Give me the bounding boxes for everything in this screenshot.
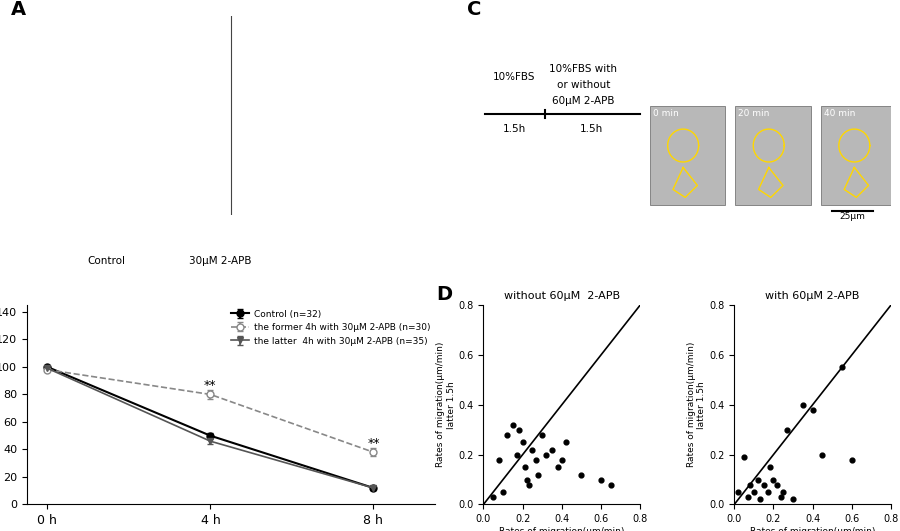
Point (526, 446, 540, 454)
Point (539, 450, 554, 459)
Point (760, 488, 775, 496)
Point (786, 495, 800, 504)
Bar (735, 106, 811, 205)
Text: 25μm: 25μm (840, 212, 865, 221)
Text: 60μM 2-APB: 60μM 2-APB (552, 96, 615, 106)
Text: 10%FBS: 10%FBS (493, 72, 536, 82)
Text: C: C (467, 0, 482, 19)
Text: A: A (11, 0, 26, 19)
Point (844, 456, 859, 464)
Bar (650, 106, 724, 205)
Text: 0 min: 0 min (652, 109, 679, 118)
Point (737, 453, 751, 461)
Point (529, 456, 544, 464)
Point (535, 431, 549, 439)
Point (806, 406, 820, 414)
Point (747, 488, 761, 496)
Point (780, 425, 795, 434)
Point (752, 495, 767, 504)
Point (796, 400, 810, 409)
Text: 40 min: 40 min (824, 109, 855, 118)
Point (574, 470, 589, 479)
Text: D: D (436, 285, 453, 304)
Text: 10%FBS with: 10%FBS with (549, 64, 617, 74)
X-axis label: Rates of migration(μm/min)
former 1.5h: Rates of migration(μm/min) former 1.5h (750, 527, 876, 531)
Text: 50
μm: 50 μm (202, 28, 211, 39)
Point (544, 446, 559, 454)
Point (776, 488, 790, 496)
Point (531, 470, 545, 479)
Point (486, 493, 500, 501)
Point (554, 456, 569, 464)
Text: 30μM 2-APB: 30μM 2-APB (189, 256, 252, 267)
Point (604, 480, 618, 489)
Point (756, 480, 770, 489)
Point (774, 493, 788, 501)
Point (815, 450, 830, 459)
Point (731, 488, 745, 496)
Y-axis label: Rates of migration(μm/min)
latter 1.5h: Rates of migration(μm/min) latter 1.5h (687, 342, 707, 467)
Point (509, 450, 524, 459)
Point (559, 438, 573, 447)
Text: **: ** (204, 379, 217, 392)
Point (511, 425, 526, 434)
X-axis label: Rates of migration(μm/min)
former 1.5h: Rates of migration(μm/min) former 1.5h (500, 527, 625, 531)
Text: 1.5h: 1.5h (502, 124, 526, 134)
Point (551, 463, 565, 472)
Point (741, 493, 755, 501)
Point (492, 456, 507, 464)
Text: **: ** (367, 436, 380, 450)
Point (835, 363, 850, 372)
Legend: Control (n=32), the former 4h with 30μM 2-APB (n=30), the latter  4h with 30μM 2: Control (n=32), the former 4h with 30μM … (231, 310, 430, 346)
Point (762, 463, 777, 472)
Point (751, 475, 765, 484)
Point (519, 475, 534, 484)
Point (516, 438, 530, 447)
Title: with 60μM 2-APB: with 60μM 2-APB (765, 292, 860, 302)
Point (766, 475, 780, 484)
Point (770, 480, 785, 489)
Bar (821, 106, 896, 205)
Text: 20 min: 20 min (738, 109, 770, 118)
Point (594, 475, 608, 484)
Point (742, 480, 757, 489)
Point (521, 480, 535, 489)
Title: without 60μM  2-APB: without 60μM 2-APB (504, 292, 620, 302)
Point (506, 421, 520, 429)
Point (518, 463, 532, 472)
Text: Control: Control (87, 256, 125, 267)
Text: or without: or without (556, 80, 610, 90)
Point (500, 431, 514, 439)
Text: 1.5h: 1.5h (580, 124, 603, 134)
Y-axis label: Rates of migration(μm/min)
latter 1.5h: Rates of migration(μm/min) latter 1.5h (436, 342, 455, 467)
Point (496, 488, 510, 496)
